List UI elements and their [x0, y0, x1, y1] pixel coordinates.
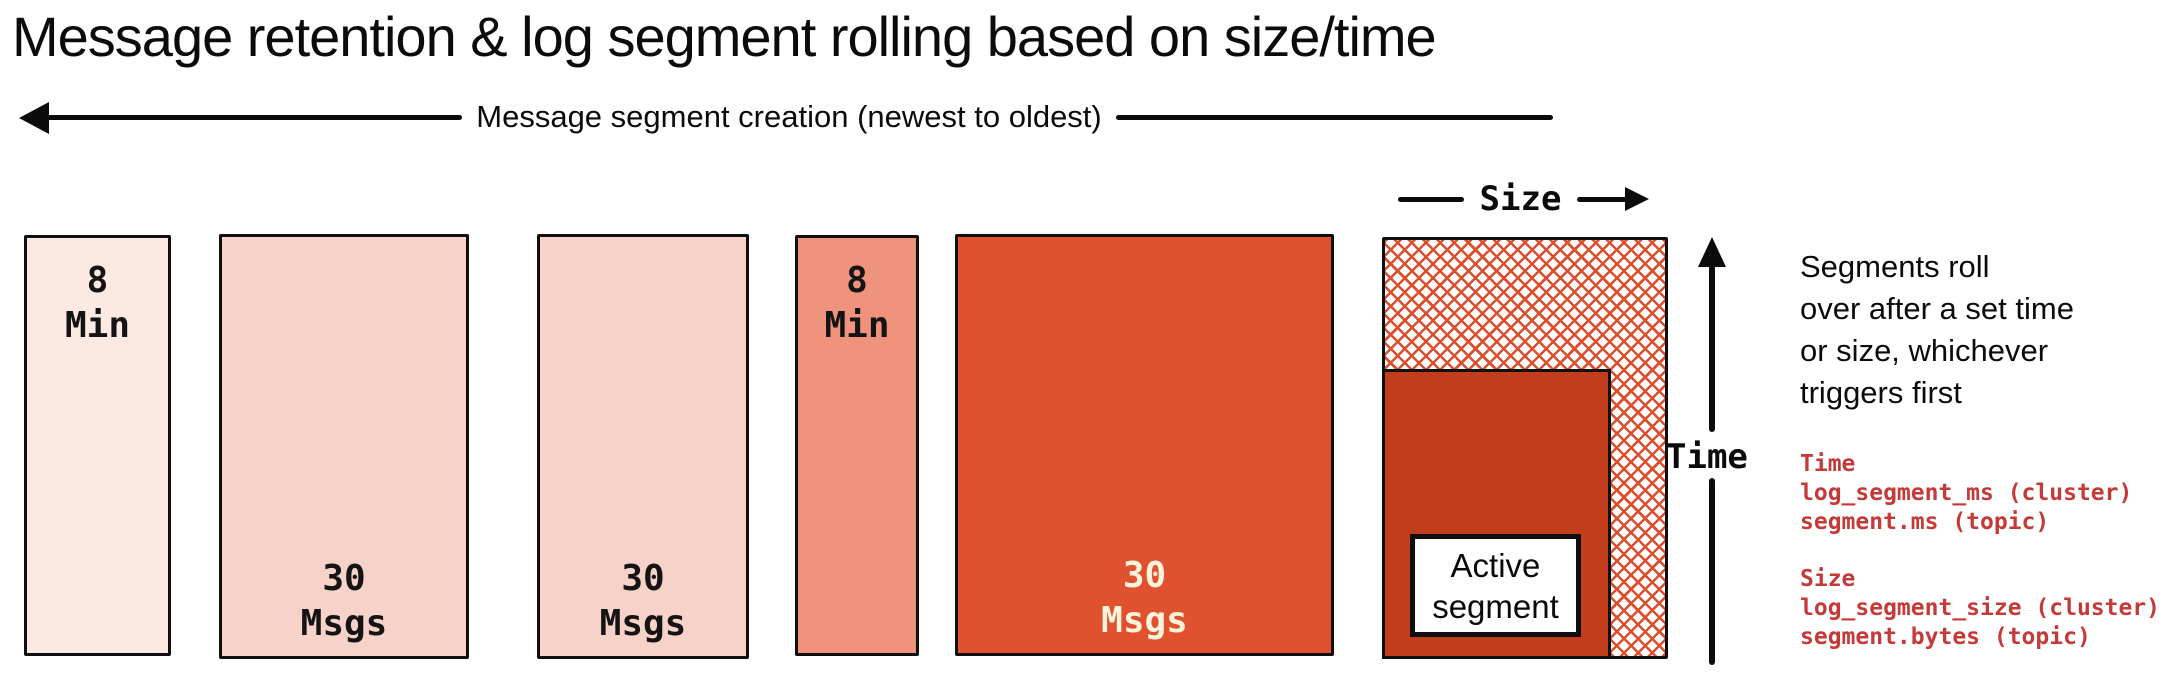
- segment-label: 8 Min: [824, 260, 890, 346]
- active-segment-badge: Active segment: [1410, 534, 1581, 637]
- segment-label: 30 Msgs: [599, 558, 687, 644]
- up-arrow-icon: [1698, 237, 1726, 267]
- config-time-topic: segment.ms (topic): [1800, 509, 2050, 535]
- active-segment-label: Active segment: [1432, 546, 1559, 625]
- config-size-heading: Size: [1800, 566, 1856, 592]
- segment-label: 30 Msgs: [1101, 555, 1188, 641]
- arrow-line: [1115, 114, 1554, 120]
- creation-axis: Message segment creation (newest to olde…: [18, 96, 1554, 138]
- time-axis-label: Time: [1666, 437, 1748, 477]
- note-text: Segments roll over after a set time or s…: [1800, 249, 2074, 410]
- config-time-cluster: log_segment_ms (cluster): [1800, 480, 2133, 506]
- filled-segment: Active segment: [1382, 369, 1611, 659]
- time-axis-line-lower: [1709, 478, 1715, 665]
- right-arrow-icon: [1577, 186, 1650, 211]
- segment-label: 30 Msgs: [300, 558, 388, 644]
- page-title: Message retention & log segment rolling …: [12, 5, 1437, 68]
- creation-axis-label: Message segment creation (newest to olde…: [476, 99, 1102, 134]
- config-time-block: Time log_segment_ms (cluster) segment.ms…: [1800, 450, 2132, 537]
- config-size-topic: segment.bytes (topic): [1800, 624, 2091, 650]
- segment-box-2: 30 Msgs: [219, 234, 469, 659]
- config-size-cluster: log_segment_size (cluster): [1800, 595, 2161, 621]
- segment-box-4: 8 Min: [795, 235, 919, 656]
- segment-box-1: 8 Min: [24, 235, 171, 656]
- left-arrow-icon: [18, 101, 463, 134]
- time-axis-line-upper: [1709, 264, 1715, 432]
- segment-label: 8 Min: [64, 260, 131, 346]
- size-axis-line: [1397, 196, 1464, 202]
- segment-box-3: 30 Msgs: [537, 234, 749, 659]
- size-axis: Size: [1378, 179, 1663, 219]
- config-size-block: Size log_segment_size (cluster) segment.…: [1800, 565, 2160, 652]
- segment-box-5: 30 Msgs: [955, 234, 1334, 656]
- config-time-heading: Time: [1800, 451, 1856, 477]
- size-axis-label: Size: [1479, 179, 1562, 219]
- rolling-segment-hatch: Active segment: [1382, 237, 1668, 659]
